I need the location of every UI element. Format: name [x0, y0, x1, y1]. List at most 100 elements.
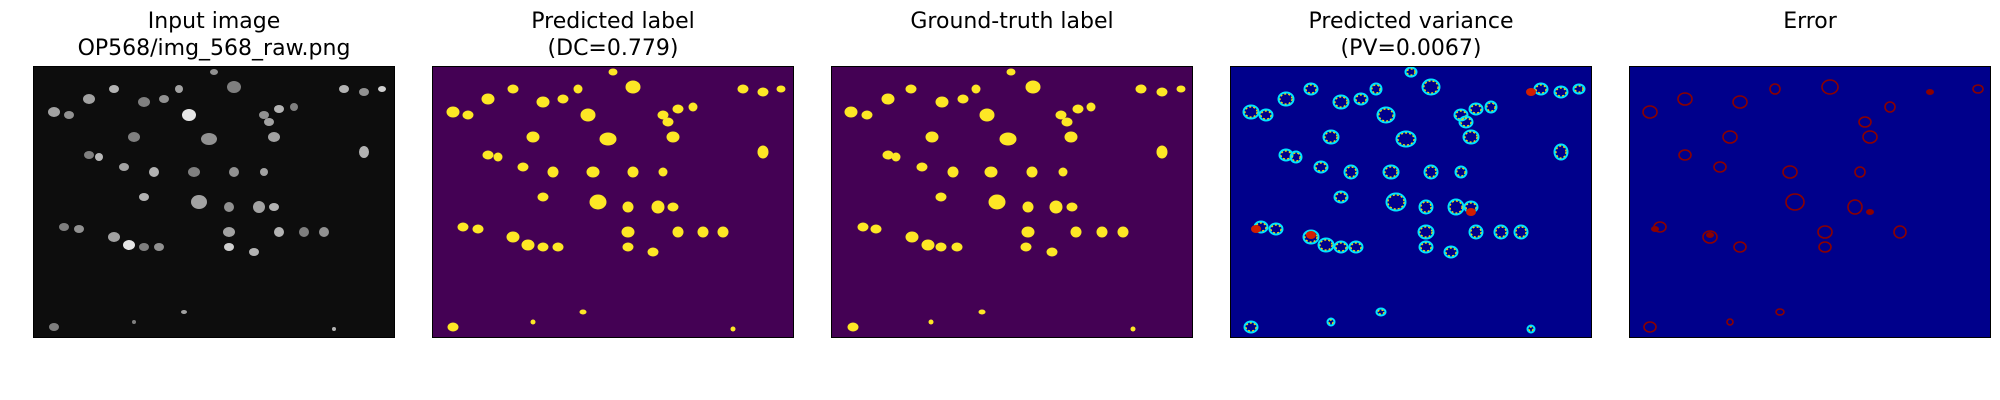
nucleus-mask [1021, 226, 1035, 238]
variance-hotspot [1306, 231, 1316, 239]
nucleus-mask [925, 131, 939, 143]
image-background [1231, 67, 1591, 337]
nucleus-mask [530, 319, 536, 325]
nucleus-mask [951, 242, 963, 252]
nucleus-mask [536, 96, 550, 108]
nucleus-mask [462, 110, 474, 120]
nucleus [210, 69, 218, 75]
error-outline [1785, 193, 1805, 211]
error-outline [1643, 321, 1657, 333]
nucleus-mask [506, 231, 520, 243]
variance-hotspot [1251, 225, 1261, 233]
variance-ring [1376, 106, 1396, 124]
variance-core [1574, 85, 1584, 93]
input-image-axes [33, 66, 395, 338]
nucleus [268, 132, 280, 142]
nucleus [359, 146, 369, 158]
nucleus-mask [1070, 226, 1082, 238]
nucleus-mask [573, 84, 583, 94]
nucleus-mask [599, 132, 617, 146]
nucleus-mask [730, 326, 736, 332]
variance-ring [1277, 91, 1295, 107]
variance-ring [1289, 150, 1303, 164]
variance-core [1456, 167, 1466, 177]
nucleus-mask [658, 167, 668, 177]
nucleus-mask [1135, 84, 1147, 94]
nucleus [224, 202, 234, 212]
nucleus [123, 240, 135, 250]
error-outline [1677, 92, 1693, 106]
error-blob [1866, 209, 1874, 215]
variance-core [1334, 96, 1348, 108]
nucleus-mask [1117, 226, 1129, 238]
nucleus-mask [697, 226, 709, 238]
error-outline [1713, 161, 1727, 173]
image-background [1630, 67, 1990, 337]
error-outline [1702, 230, 1718, 244]
nucleus-mask [1058, 167, 1068, 177]
image-background [832, 67, 1192, 337]
nucleus [132, 320, 136, 324]
error-outline [1884, 101, 1896, 113]
nucleus [188, 167, 200, 177]
variance-ring [1348, 240, 1364, 254]
variance-ring [1332, 94, 1350, 110]
variance-ring [1303, 82, 1319, 96]
nucleus-mask [580, 108, 596, 122]
variance-core [1449, 200, 1463, 214]
variance-ring [1243, 320, 1259, 334]
variance-core [1328, 319, 1334, 325]
title-line-2: (DC=0.779) [547, 36, 679, 61]
variance-core [1486, 102, 1496, 112]
nucleus-mask [1156, 145, 1168, 159]
variance-ring [1326, 317, 1336, 327]
variance-ring [1553, 85, 1569, 99]
error-outline [1854, 166, 1866, 178]
variance-ring [1526, 324, 1536, 334]
title-line-2: OP568/img_568_raw.png [77, 36, 351, 61]
variance-core [1324, 131, 1338, 143]
variance-ring [1268, 222, 1284, 236]
nucleus-mask [916, 162, 928, 172]
error-outline [1847, 199, 1863, 215]
nucleus [181, 310, 187, 314]
panel-title: Error [1629, 8, 1991, 35]
nucleus [332, 327, 336, 331]
variance-core [1464, 131, 1478, 143]
nucleus [290, 103, 298, 111]
variance-core [1377, 309, 1385, 315]
variance-core [1465, 202, 1477, 212]
nucleus-mask [935, 242, 947, 252]
error-blob [1706, 232, 1714, 238]
nucleus [138, 97, 150, 107]
error-outline [1732, 95, 1748, 109]
nucleus-mask [672, 226, 684, 238]
nucleus-mask [935, 96, 949, 108]
nucleus-mask [737, 84, 749, 94]
nucleus-mask [847, 322, 859, 332]
variance-core [1420, 201, 1432, 213]
nucleus [128, 132, 140, 142]
variance-ring [1317, 237, 1335, 253]
nucleus-mask [947, 166, 959, 178]
variance-core [1291, 152, 1301, 162]
nucleus [339, 85, 349, 93]
error-outline [1642, 105, 1658, 119]
nucleus-mask [647, 247, 659, 257]
nucleus-mask [1049, 200, 1063, 214]
nucleus-mask [717, 226, 729, 238]
variance-core [1397, 132, 1415, 146]
variance-ring [1454, 165, 1468, 179]
nucleus-mask [978, 309, 986, 315]
nucleus [191, 195, 207, 209]
variance-core [1420, 242, 1432, 252]
variance-core [1244, 106, 1258, 118]
nucleus-mask [999, 132, 1017, 146]
nucleus-mask [552, 242, 564, 252]
title-line-2: (PV=0.0067) [1340, 36, 1482, 61]
predicted-variance-axes [1230, 66, 1592, 338]
image-background [433, 67, 793, 337]
title-line-1: Predicted label [531, 9, 695, 34]
nucleus [259, 111, 269, 119]
nucleus-mask [984, 166, 998, 178]
